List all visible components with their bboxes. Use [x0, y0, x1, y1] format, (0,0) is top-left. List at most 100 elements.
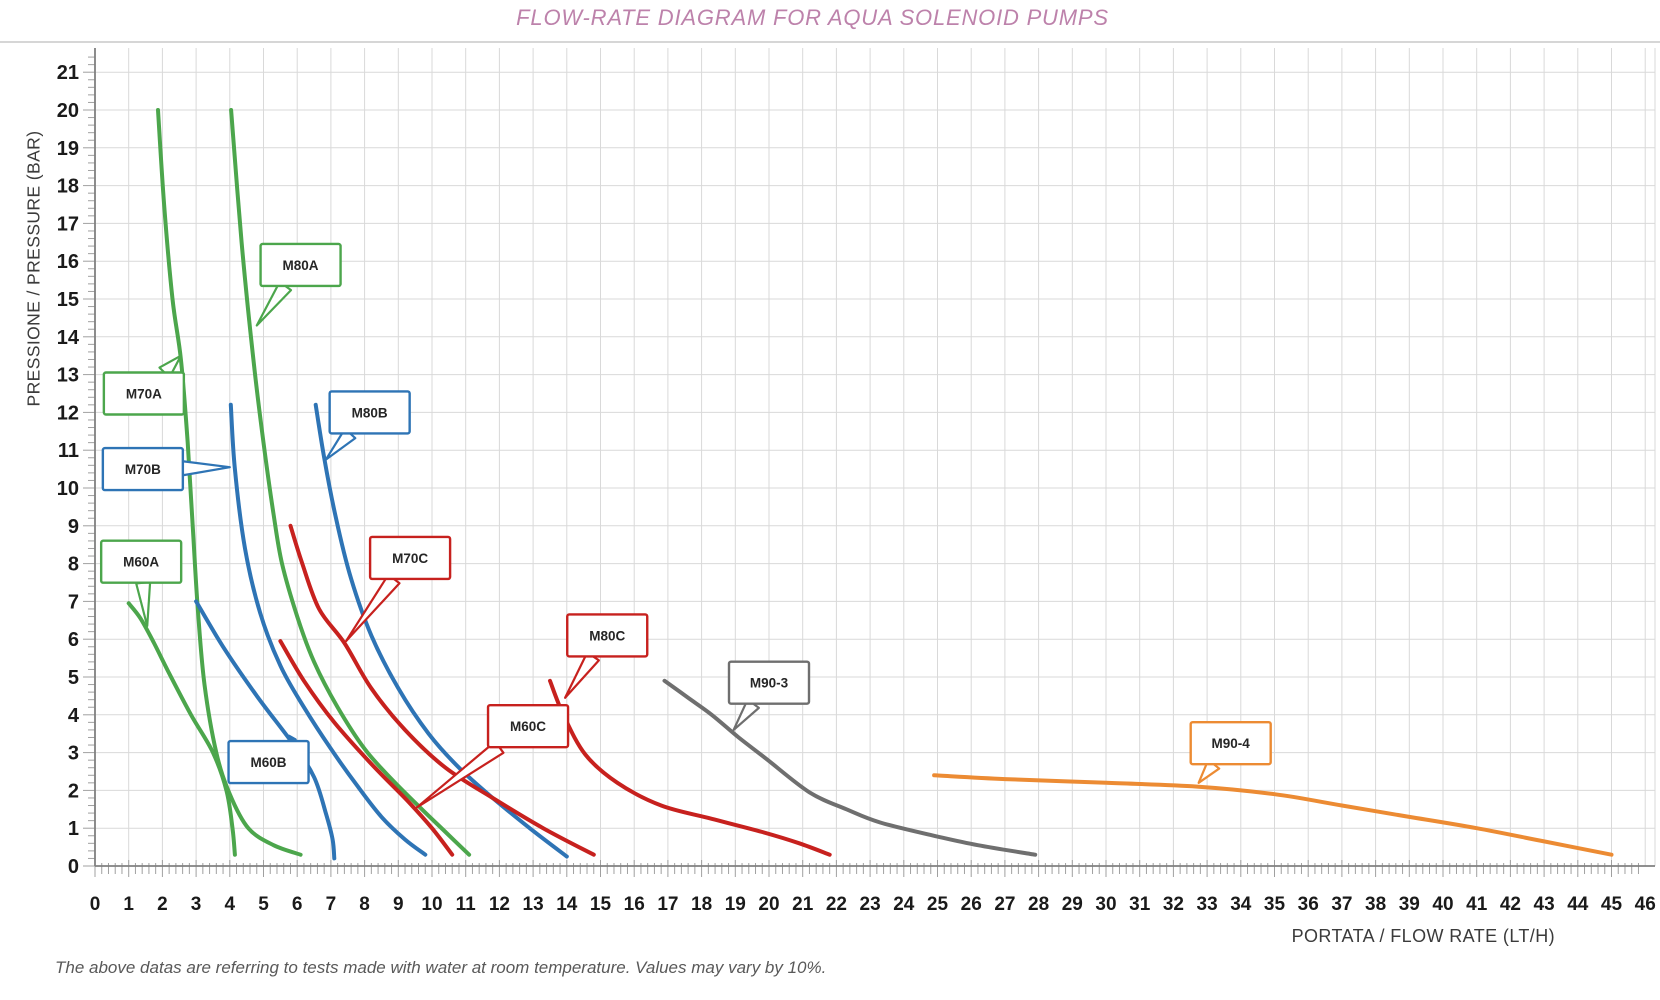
callout-label: M60C — [510, 719, 546, 734]
callout-M60A: M60A — [99, 539, 183, 628]
x-tick-label: 18 — [691, 894, 712, 915]
callout-label: M80B — [352, 405, 388, 420]
x-tick-label: 21 — [792, 894, 814, 915]
callout-M80C: M80C — [564, 613, 649, 699]
x-tick-label: 33 — [1197, 894, 1218, 915]
y-tick-label: 17 — [57, 213, 79, 235]
y-tick-label: 5 — [68, 667, 79, 689]
x-tick-label: 24 — [893, 894, 915, 915]
x-tick-label: 35 — [1264, 894, 1286, 915]
x-tick-label: 4 — [225, 894, 236, 915]
x-tick-label: 11 — [456, 894, 477, 915]
callout-M90-4: M90-4 — [1189, 720, 1272, 784]
curve-M90-3 — [662, 678, 1038, 857]
callout-box — [727, 660, 811, 705]
callout-M90-3: M90-3 — [727, 660, 811, 732]
callout-label: M70A — [126, 387, 162, 402]
chart-title: FLOW-RATE DIAGRAM FOR AQUA SOLENOID PUMP… — [516, 5, 1109, 30]
y-tick-label: 6 — [68, 629, 79, 651]
callout-M60B: M60B — [227, 734, 310, 785]
x-tick-label: 32 — [1163, 894, 1184, 915]
y-tick-label: 4 — [68, 705, 80, 727]
callout-box — [227, 739, 310, 785]
y-axis-title: PRESSIONE / PRESSURE (BAR) — [23, 130, 44, 407]
y-tick-label: 18 — [57, 176, 79, 198]
callout-box — [486, 703, 570, 749]
callout-label: M60B — [251, 755, 287, 770]
y-tick-label: 10 — [57, 478, 79, 500]
x-tick-label: 20 — [758, 894, 779, 915]
axis-tick-labels: 0 1 2 3 4 5 6 7 8 9 10 11 12 13 14 15 16 17 18 19 20 21 22 23 24… — [57, 62, 1656, 915]
x-tick-label: 36 — [1298, 894, 1319, 915]
callout-M80B: M80B — [324, 390, 411, 461]
x-axis-title: PORTATA / FLOW RATE (LT/H) — [1291, 926, 1555, 946]
x-tick-label: 19 — [725, 894, 746, 915]
series-callouts: M60A M70A M80A M60B M70B M80B M60C M70C M80C M90-… — [99, 242, 1272, 809]
x-tick-label: 44 — [1567, 894, 1589, 915]
x-tick-label: 22 — [826, 894, 847, 915]
callout-label: M70C — [392, 551, 428, 566]
curve-M60A — [126, 601, 237, 857]
x-tick-label: 0 — [90, 894, 101, 915]
x-tick-label: 42 — [1500, 894, 1521, 915]
x-tick-label: 28 — [1028, 894, 1049, 915]
x-tick-label: 2 — [157, 894, 168, 915]
curve-M60B — [194, 599, 337, 861]
callout-M70B: M70B — [101, 446, 231, 492]
x-tick-label: 14 — [556, 894, 578, 915]
x-tick-label: 17 — [657, 894, 678, 915]
callout-box — [368, 535, 452, 581]
callout-pointer — [255, 280, 293, 327]
x-tick-label: 37 — [1331, 894, 1352, 915]
callout-box — [328, 390, 411, 435]
x-tick-label: 1 — [123, 894, 134, 915]
y-tick-label: 19 — [57, 138, 79, 160]
footnote: The above datas are referring to tests m… — [55, 958, 827, 977]
callout-box — [566, 613, 649, 658]
callout-label: M90-4 — [1212, 736, 1251, 751]
callout-box — [99, 539, 183, 584]
callout-M80A: M80A — [255, 242, 342, 327]
callout-M60C: M60C — [415, 703, 570, 809]
callout-M70A: M70A — [102, 354, 186, 416]
callout-box — [1189, 720, 1272, 766]
callout-box — [259, 242, 342, 288]
x-tick-label: 16 — [624, 894, 645, 915]
x-tick-label: 23 — [860, 894, 881, 915]
callout-label: M70B — [125, 462, 161, 477]
callout-box — [101, 446, 185, 492]
x-tick-label: 45 — [1601, 894, 1623, 915]
callout-label: M90-3 — [750, 676, 789, 691]
x-tick-label: 25 — [927, 894, 949, 915]
x-tick-label: 39 — [1399, 894, 1420, 915]
callout-pointer — [181, 460, 231, 477]
y-tick-label: 13 — [57, 365, 79, 387]
x-tick-label: 38 — [1365, 894, 1386, 915]
x-tick-label: 12 — [489, 894, 510, 915]
x-tick-label: 30 — [1095, 894, 1116, 915]
curve-M90-4 — [932, 773, 1614, 857]
curve-M70C — [288, 523, 596, 857]
y-tick-label: 14 — [57, 327, 80, 349]
curve-M60C — [278, 639, 455, 857]
x-tick-label: 6 — [292, 894, 303, 915]
axis-ticks — [83, 48, 1655, 877]
y-tick-label: 16 — [57, 251, 79, 273]
x-tick-label: 26 — [961, 894, 982, 915]
x-tick-label: 10 — [421, 894, 442, 915]
curve-M80A — [229, 108, 472, 857]
x-tick-label: 5 — [258, 894, 269, 915]
callout-label: M80A — [283, 258, 319, 273]
y-tick-label: 11 — [58, 440, 79, 462]
y-tick-label: 12 — [57, 402, 79, 424]
x-tick-label: 40 — [1432, 894, 1453, 915]
x-tick-label: 3 — [191, 894, 202, 915]
x-tick-label: 41 — [1466, 894, 1488, 915]
y-tick-label: 3 — [68, 743, 79, 765]
x-tick-label: 27 — [994, 894, 1015, 915]
x-tick-label: 43 — [1534, 894, 1555, 915]
y-tick-label: 15 — [57, 289, 79, 311]
x-tick-label: 29 — [1062, 894, 1083, 915]
x-tick-label: 46 — [1635, 894, 1656, 915]
